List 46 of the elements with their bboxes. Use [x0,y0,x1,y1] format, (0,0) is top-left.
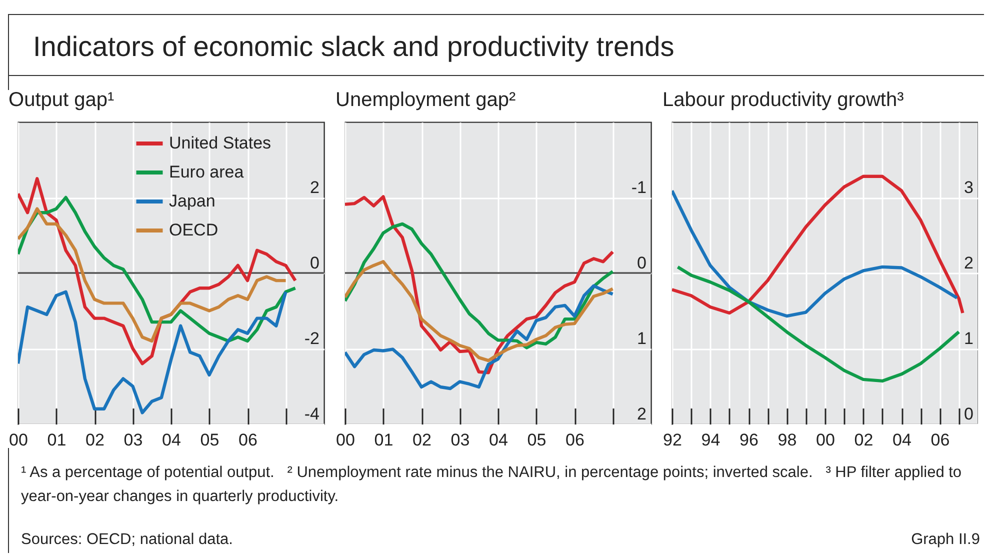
x-tick-label: 06 [930,430,950,450]
text: year-on-year changes in quarterly productivity. [21,488,339,505]
x-tick-label: 04 [162,430,181,450]
x-tick-label: 03 [124,430,143,450]
x-tick-label: 05 [527,430,546,450]
y-tick-label: 1 [637,329,646,348]
y-tick-label: 2 [964,254,974,272]
x-tick-label: 06 [238,430,258,450]
chart-title: Labour productivity growth³ [662,89,904,111]
x-tick-label: 92 [663,430,682,450]
legend-label: Japan [169,192,216,210]
x-tick-label: 02 [86,430,104,450]
x-tick-label: 06 [566,430,584,450]
x-tick-label: 04 [489,430,508,450]
x-tick-label: 05 [200,430,220,450]
x-tick-label: 02 [854,430,874,450]
x-tick-label: 01 [374,430,394,450]
y-tick-label: 2 [310,178,320,197]
y-tick-label: 0 [310,254,320,272]
x-tick-label: 00 [336,430,355,450]
x-tick-label: 01 [47,430,66,450]
y-tick-label: -1 [631,178,646,197]
x-tick-label: 94 [701,430,720,450]
y-tick-label: 0 [637,254,646,272]
legend-label: OECD [169,220,218,240]
y-tick-label: -2 [304,329,320,348]
x-tick-label: 00 [9,430,28,450]
x-tick-label: 00 [816,430,835,450]
y-tick-label: 3 [964,178,974,197]
legend-label: United States [169,134,272,152]
y-tick-label: 1 [964,329,974,348]
x-tick-label: 98 [778,430,797,450]
y-tick-label: 0 [964,404,974,424]
x-tick-label: 02 [412,430,432,450]
legend-label: Euro area [169,162,244,182]
x-tick-label: 96 [740,430,758,450]
source-note: Sources: OECD; national data. [21,531,233,549]
text: Graph II.9 [911,531,980,549]
y-tick-label: -4 [304,404,320,424]
x-tick-label: 03 [450,430,470,450]
x-tick-label: 04 [892,430,912,450]
text: ¹ As a percentage of potential output. ² Unemployment rate minus the NAIRU, in percentage points; inverted scale. ³ HP filter applied to [21,464,962,481]
text: Indicators of economic slack and productivity trends [9,15,984,76]
chart-title: Unemployment gap² [336,89,516,111]
chart-title: Output gap¹ [8,89,115,111]
y-tick-label: 2 [637,404,646,424]
